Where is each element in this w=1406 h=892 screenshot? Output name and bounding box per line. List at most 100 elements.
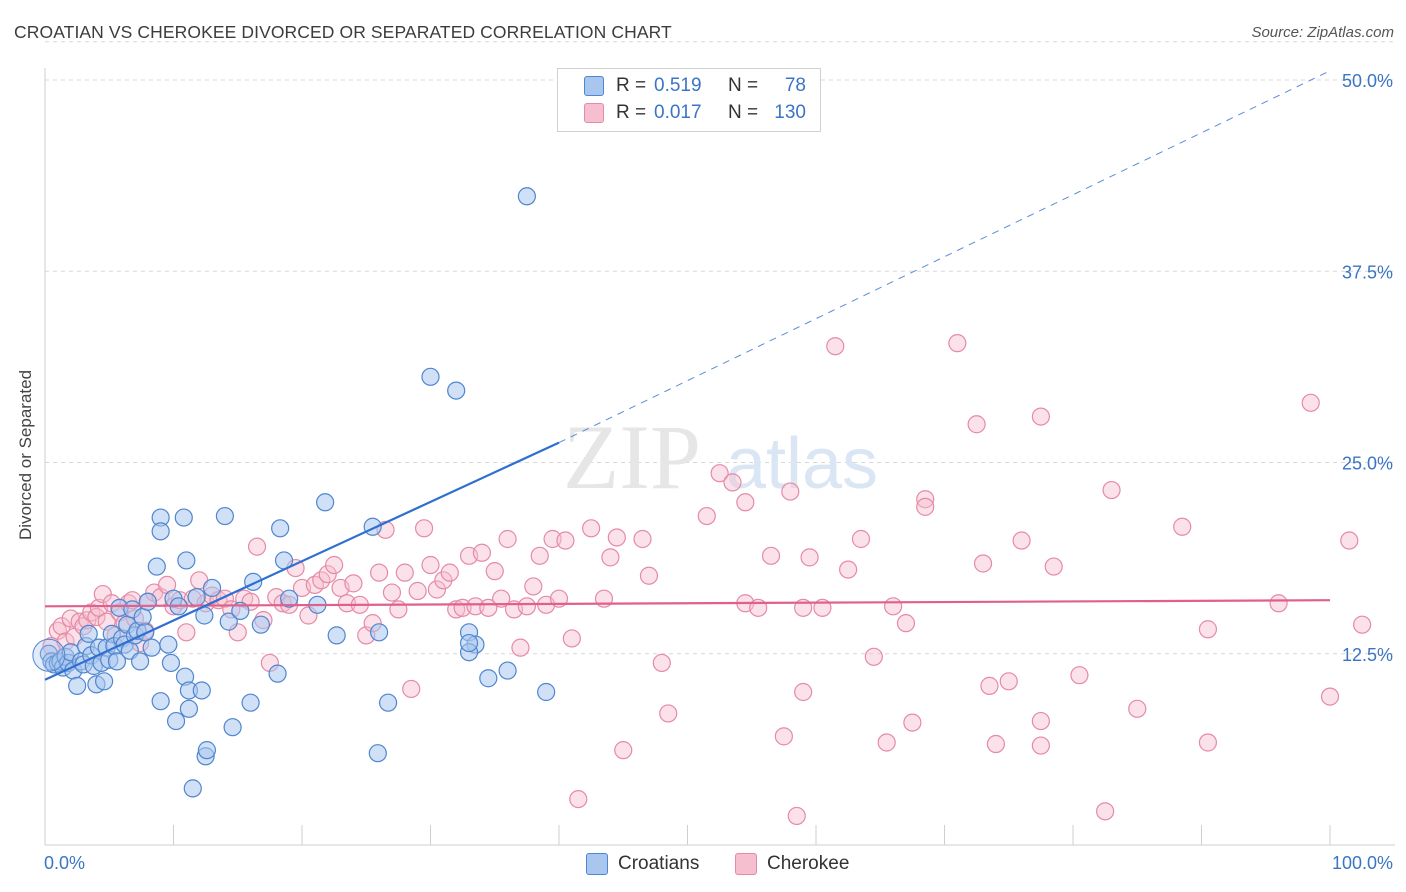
cherokee-point bbox=[1340, 531, 1359, 550]
cherokee-point bbox=[601, 548, 620, 567]
cherokee-point bbox=[883, 597, 903, 616]
cherokee-point bbox=[1353, 615, 1372, 634]
cherokee-point bbox=[389, 600, 408, 619]
legend-label-cherokee: Cherokee bbox=[767, 853, 850, 874]
croatians-point bbox=[197, 741, 217, 760]
cherokee-point bbox=[395, 563, 414, 582]
croatians-point bbox=[271, 519, 290, 538]
blue-swatch-icon bbox=[586, 853, 608, 875]
cherokee-point bbox=[826, 337, 845, 356]
croatians-point bbox=[215, 506, 234, 526]
croatians-point bbox=[32, 638, 66, 672]
cherokee-point bbox=[877, 733, 896, 752]
cherokee-point bbox=[1031, 407, 1050, 426]
croatians-point bbox=[161, 653, 181, 673]
cherokee-point bbox=[1031, 711, 1050, 731]
watermark: ZIP atlas bbox=[563, 406, 878, 508]
cherokee-points bbox=[42, 334, 1372, 826]
cherokee-point bbox=[402, 679, 421, 699]
cherokee-point bbox=[839, 560, 858, 579]
cherokee-point bbox=[916, 490, 935, 509]
cherokee-point bbox=[582, 519, 601, 538]
cherokee-point bbox=[472, 543, 491, 562]
n-label: N = bbox=[728, 75, 759, 96]
cherokee-point bbox=[607, 528, 626, 547]
croatians-point bbox=[151, 692, 170, 711]
croatians-point bbox=[219, 612, 238, 631]
cherokee-point bbox=[177, 623, 196, 642]
cherokee-trend-line bbox=[44, 599, 1331, 608]
cherokee-point bbox=[556, 531, 575, 550]
cherokee-point bbox=[1012, 531, 1031, 550]
cherokee-point bbox=[421, 555, 440, 575]
croatians-point bbox=[159, 635, 178, 654]
croatians-point bbox=[368, 744, 387, 763]
croatians-point bbox=[147, 557, 166, 576]
cherokee-point bbox=[530, 546, 549, 565]
cherokee-point bbox=[659, 704, 678, 723]
cherokee-point bbox=[1269, 594, 1288, 613]
croatians-point bbox=[179, 699, 199, 718]
watermark-atlas: atlas bbox=[726, 424, 878, 504]
cherokee-point bbox=[498, 529, 517, 549]
cherokee-point bbox=[305, 575, 324, 595]
cherokee-point bbox=[896, 614, 916, 633]
croatians-point bbox=[537, 682, 556, 702]
cherokee-point bbox=[1301, 393, 1320, 412]
watermark-zip: ZIP bbox=[563, 406, 701, 508]
croatians-point bbox=[268, 664, 287, 683]
y-tick-label: 50.0% bbox=[1342, 71, 1393, 91]
cherokee-point bbox=[318, 565, 337, 584]
croatians-point bbox=[479, 669, 498, 688]
x-tick-max: 100.0% bbox=[1331, 853, 1393, 873]
cherokee-point bbox=[427, 580, 447, 599]
y-tick-label: 12.5% bbox=[1342, 645, 1393, 665]
x-tick-min: 0.0% bbox=[44, 853, 86, 873]
cherokee-point bbox=[517, 597, 536, 616]
cherokee-point bbox=[774, 727, 793, 746]
r-label: R = bbox=[616, 102, 647, 123]
cherokee-point bbox=[1198, 620, 1218, 639]
croatians-point bbox=[151, 522, 170, 541]
y-tick-label: 37.5% bbox=[1342, 262, 1393, 282]
croatians-point bbox=[183, 779, 202, 798]
cherokee-point bbox=[973, 554, 993, 573]
axes bbox=[44, 68, 1331, 845]
cherokee-point bbox=[344, 574, 363, 593]
cherokee-point bbox=[652, 653, 671, 673]
cherokee-point bbox=[1096, 802, 1115, 821]
cherokee-point bbox=[761, 546, 781, 565]
chart-title: CROATIAN VS CHEROKEE DIVORCED OR SEPARAT… bbox=[14, 22, 672, 42]
cherokee-point bbox=[1320, 687, 1340, 706]
cherokee-point bbox=[903, 713, 922, 732]
croatians-point bbox=[107, 652, 127, 671]
croatians-point bbox=[223, 718, 242, 737]
cherokee-point bbox=[569, 789, 588, 809]
croatians-point bbox=[95, 672, 114, 691]
cherokee-point bbox=[1173, 517, 1192, 536]
cherokee-point bbox=[851, 529, 871, 549]
croatians-point bbox=[174, 508, 193, 527]
cherokee-point bbox=[325, 555, 344, 575]
cherokee-point bbox=[1198, 733, 1218, 752]
cherokee-point bbox=[986, 734, 1006, 754]
legend-label-croatians: Croatians bbox=[618, 853, 700, 874]
cherokee-point bbox=[414, 519, 434, 538]
legend-row-croatians: R = 0.519 N = 78 bbox=[584, 74, 806, 98]
croatians-point bbox=[177, 551, 196, 570]
cherokee-point bbox=[562, 629, 581, 648]
croatians-point bbox=[79, 624, 98, 643]
grid-lines bbox=[45, 41, 1395, 846]
correlation-legend: R = 0.519 N = 78 R = 0.017 N = 130 bbox=[557, 68, 821, 132]
n-value: 78 bbox=[784, 75, 806, 96]
croatians-point bbox=[251, 615, 270, 634]
croatians-point bbox=[327, 626, 346, 645]
croatians-point bbox=[202, 578, 222, 598]
cherokee-point bbox=[1128, 699, 1147, 718]
cherokee-point bbox=[980, 676, 999, 695]
cherokee-point bbox=[1031, 736, 1050, 755]
cherokee-point bbox=[614, 741, 633, 760]
croatians-point bbox=[142, 638, 161, 657]
croatians-point bbox=[231, 601, 250, 621]
